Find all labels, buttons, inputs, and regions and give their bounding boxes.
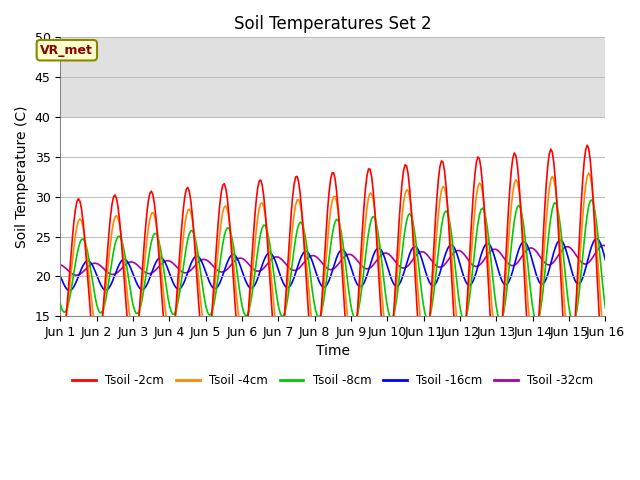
Title: Soil Temperatures Set 2: Soil Temperatures Set 2 — [234, 15, 431, 33]
Y-axis label: Soil Temperature (C): Soil Temperature (C) — [15, 106, 29, 248]
Legend: Tsoil -2cm, Tsoil -4cm, Tsoil -8cm, Tsoil -16cm, Tsoil -32cm: Tsoil -2cm, Tsoil -4cm, Tsoil -8cm, Tsoi… — [68, 370, 598, 392]
Bar — [60, 37, 605, 117]
X-axis label: Time: Time — [316, 345, 350, 359]
Text: VR_met: VR_met — [40, 44, 93, 57]
